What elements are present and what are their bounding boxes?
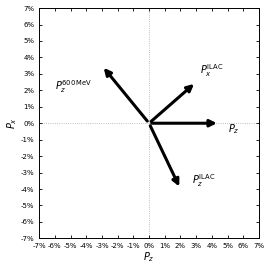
Text: $P_x^{\mathrm{ILAC}}$: $P_x^{\mathrm{ILAC}}$ bbox=[200, 62, 224, 79]
Text: $P_z^{\mathrm{ILAC}}$: $P_z^{\mathrm{ILAC}}$ bbox=[192, 173, 216, 189]
Y-axis label: $P_x$: $P_x$ bbox=[6, 117, 19, 129]
Text: $P_z^{600\,\mathrm{MeV}}$: $P_z^{600\,\mathrm{MeV}}$ bbox=[55, 79, 92, 95]
Text: $P_z$: $P_z$ bbox=[228, 122, 239, 136]
X-axis label: $P_z$: $P_z$ bbox=[143, 251, 155, 264]
